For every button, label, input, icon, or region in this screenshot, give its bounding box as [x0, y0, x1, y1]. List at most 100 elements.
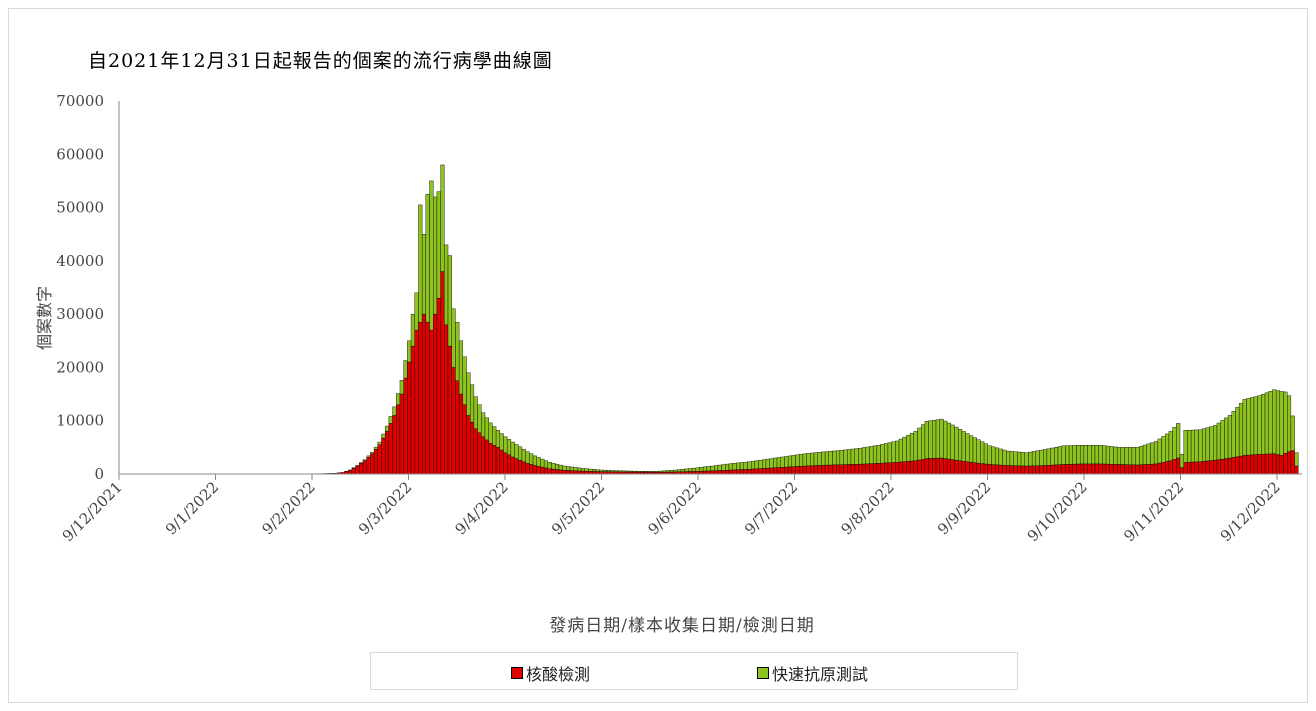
bar-rat — [515, 444, 519, 458]
bar-pcr — [1187, 462, 1191, 474]
bar-rat — [1125, 447, 1129, 464]
bar-rat — [496, 430, 500, 447]
bar-rat — [718, 465, 722, 470]
bar-rat — [914, 431, 918, 460]
bar-rat — [1258, 396, 1262, 455]
bar-pcr — [792, 467, 796, 474]
bar-rat — [903, 437, 907, 462]
bar-rat — [1073, 445, 1077, 464]
bar-pcr — [773, 468, 777, 474]
bar-pcr — [1065, 464, 1069, 474]
bar-rat — [507, 439, 511, 454]
bar-rat — [858, 448, 862, 464]
bar-pcr — [363, 461, 367, 474]
bar-pcr — [396, 405, 400, 474]
bar-rat — [1047, 449, 1051, 466]
bar-pcr — [515, 459, 519, 474]
bar-pcr — [714, 471, 718, 474]
bar-pcr — [1017, 466, 1021, 474]
bar-rat — [1102, 446, 1106, 464]
bar-pcr — [877, 463, 881, 474]
bar-rat — [884, 444, 888, 463]
legend-label-pcr: 核酸檢測 — [526, 661, 590, 685]
bar-pcr — [385, 431, 389, 474]
bar-pcr — [407, 362, 411, 474]
bar-rat — [995, 448, 999, 465]
bar-pcr — [1058, 465, 1062, 474]
bar-pcr — [796, 466, 800, 474]
bar-pcr — [352, 468, 356, 474]
bar-pcr — [1132, 465, 1136, 474]
bar-pcr — [1121, 465, 1125, 474]
bar-rat — [407, 341, 411, 362]
bar-pcr — [1162, 462, 1166, 474]
bar-rat — [877, 445, 881, 463]
bar-pcr — [433, 314, 437, 474]
bar-rat — [1058, 447, 1062, 465]
bar-pcr — [1210, 461, 1214, 474]
bar-pcr — [522, 462, 526, 474]
bar-rat — [614, 471, 618, 472]
x-tick-label: 9/3/2022 — [355, 478, 415, 538]
bar-rat — [1117, 447, 1121, 464]
bar-pcr — [881, 463, 885, 474]
bar-rat — [356, 465, 360, 466]
bar-rat — [766, 459, 770, 468]
bar-rat — [829, 451, 833, 465]
bar-pcr — [356, 466, 360, 474]
bar-rat — [526, 452, 530, 464]
bar-rat — [1110, 447, 1114, 465]
bar-pcr — [725, 470, 729, 474]
bar-rat — [895, 441, 899, 462]
y-tick-label: 50000 — [56, 199, 104, 217]
y-tick-label: 10000 — [56, 412, 104, 430]
x-tick-label: 9/6/2022 — [644, 478, 704, 538]
bar-rat — [1235, 407, 1239, 456]
bar-pcr — [478, 433, 482, 474]
bar-pcr — [529, 464, 533, 474]
bar-pcr — [1180, 468, 1184, 474]
bar-pcr — [1095, 464, 1099, 474]
bar-pcr — [378, 445, 382, 474]
bar-rat — [906, 435, 910, 461]
bar-rat — [662, 471, 666, 472]
bar-rat — [459, 341, 463, 394]
bar-pcr — [932, 458, 936, 474]
bar-pcr — [1276, 455, 1280, 474]
bar-rat — [1014, 452, 1018, 466]
legend-swatch-pcr — [511, 667, 523, 679]
bar-pcr — [906, 461, 910, 474]
bar-pcr — [1258, 454, 1262, 474]
bar-rat — [747, 462, 751, 469]
bar-pcr — [873, 464, 877, 475]
x-tick-label: 9/11/2022 — [1120, 478, 1187, 545]
bar-rat — [947, 423, 951, 459]
bar-pcr — [1062, 464, 1066, 474]
bar-rat — [711, 466, 715, 471]
bar-rat — [592, 469, 596, 471]
bar-rat — [692, 468, 696, 471]
bar-pcr — [1239, 456, 1243, 474]
bar-rat — [755, 461, 759, 469]
bar-rat — [851, 449, 855, 464]
bar-pcr — [1280, 455, 1284, 474]
bar-pcr — [936, 458, 940, 474]
bar-rat — [625, 471, 629, 472]
bar-rat — [629, 471, 633, 472]
bar-pcr — [1006, 465, 1010, 474]
y-tick-label: 60000 — [56, 145, 104, 163]
bar-pcr — [1243, 455, 1247, 474]
bar-rat — [840, 450, 844, 464]
bar-rat — [729, 464, 733, 470]
bar-pcr — [481, 437, 485, 474]
bar-pcr — [533, 465, 537, 474]
bar-pcr — [858, 464, 862, 474]
bar-pcr — [733, 470, 737, 474]
bar-pcr — [1088, 464, 1092, 474]
bar-rat — [640, 471, 644, 472]
bar-rat — [685, 469, 689, 472]
bar-rat — [537, 457, 541, 466]
bar-rat — [784, 456, 788, 467]
bar-rat — [467, 373, 471, 416]
bar-rat — [814, 453, 818, 466]
